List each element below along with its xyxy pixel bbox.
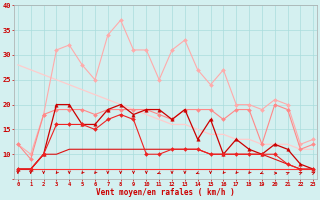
- X-axis label: Vent moyen/en rafales ( km/h ): Vent moyen/en rafales ( km/h ): [96, 188, 235, 197]
